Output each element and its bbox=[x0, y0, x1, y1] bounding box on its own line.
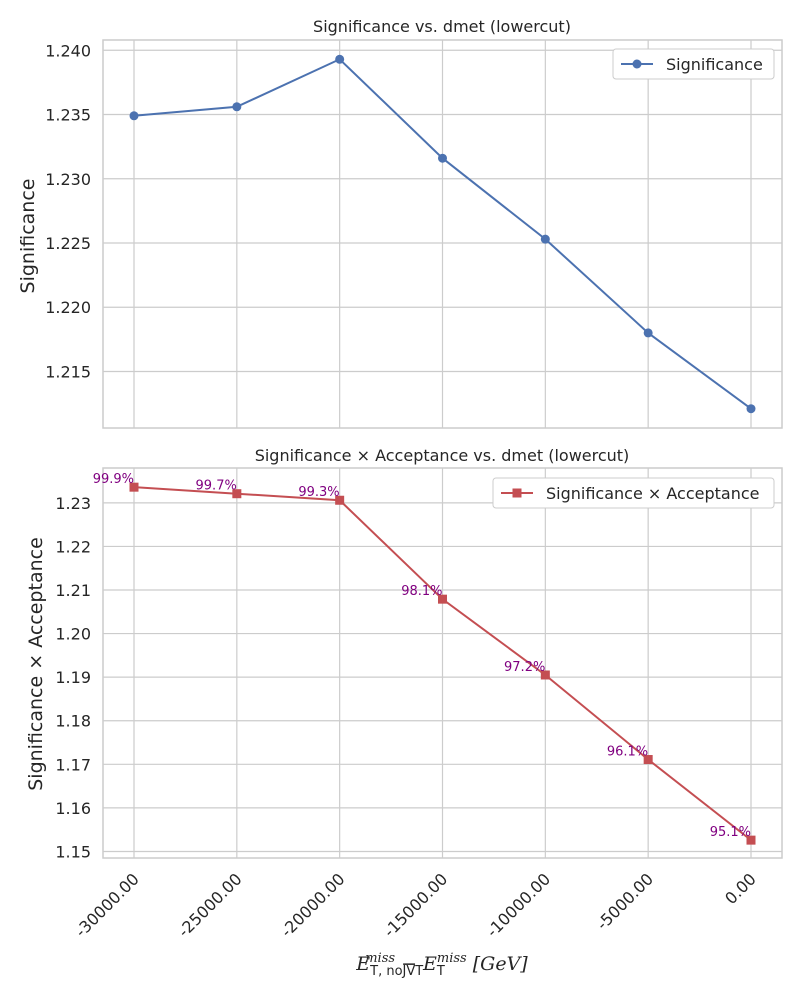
chart-title: Significance vs. dmet (lowercut) bbox=[313, 17, 571, 36]
data-point bbox=[232, 102, 242, 112]
y-tick-label: 1.19 bbox=[55, 668, 91, 687]
y-axis-label: Significance bbox=[17, 179, 39, 294]
series-significance-acceptance bbox=[129, 482, 756, 845]
y-ticks: 1.215 1.220 1.225 1.230 1.235 1.240 bbox=[45, 41, 91, 381]
legend-label: Significance bbox=[666, 55, 763, 74]
grid bbox=[103, 40, 782, 428]
significance-acceptance-chart: Significance × Acceptance vs. dmet (lowe… bbox=[25, 446, 783, 979]
legend-marker bbox=[512, 488, 522, 498]
x-tick-label: -10000.00 bbox=[483, 869, 555, 941]
acceptance-label: 99.9% bbox=[93, 472, 134, 487]
plot-frame bbox=[102, 39, 783, 429]
x-tick-label: -5000.00 bbox=[593, 869, 657, 933]
y-tick-label: 1.225 bbox=[45, 234, 91, 253]
y-tick-label: 1.21 bbox=[55, 581, 91, 600]
acceptance-label: 96.1% bbox=[607, 745, 648, 760]
series-significance bbox=[129, 54, 756, 414]
data-point bbox=[643, 755, 653, 765]
data-point bbox=[540, 670, 550, 680]
x-tick-label: -30000.00 bbox=[71, 869, 143, 941]
data-point bbox=[335, 54, 345, 64]
data-point bbox=[129, 111, 139, 121]
acceptance-label: 99.3% bbox=[298, 485, 339, 500]
y-tick-label: 1.16 bbox=[55, 799, 91, 818]
legend-box bbox=[612, 48, 775, 80]
y-tick-label: 1.15 bbox=[55, 842, 91, 861]
y-tick-label: 1.235 bbox=[45, 106, 91, 125]
x-tick-label: -20000.00 bbox=[277, 869, 349, 941]
y-tick-label: 1.240 bbox=[45, 41, 91, 60]
x-tick-label: -15000.00 bbox=[380, 869, 452, 941]
x-tick-label: 0.00 bbox=[721, 869, 760, 908]
y-ticks: 1.15 1.16 1.17 1.18 1.19 1.20 1.21 1.22 1.23 bbox=[55, 494, 91, 862]
data-point bbox=[335, 495, 345, 505]
data-point bbox=[643, 328, 653, 338]
data-point bbox=[438, 153, 447, 163]
y-tick-label: 1.23 bbox=[55, 494, 91, 513]
y-tick-label: 1.18 bbox=[55, 712, 91, 731]
data-point bbox=[232, 489, 242, 499]
y-tick-label: 1.230 bbox=[45, 170, 91, 189]
significance-chart: Significance vs. dmet (lowercut) Signifi… bbox=[17, 17, 783, 429]
legend: Significance × Acceptance bbox=[492, 477, 775, 509]
acceptance-annotations: 99.9% 99.7% 99.3% 98.1% 97.2% 96.1% 95.1% bbox=[93, 472, 751, 840]
y-tick-label: 1.20 bbox=[55, 625, 91, 644]
data-point bbox=[746, 835, 756, 845]
data-point bbox=[129, 482, 139, 492]
y-tick-label: 1.220 bbox=[45, 298, 91, 317]
grid bbox=[103, 468, 782, 858]
y-tick-label: 1.215 bbox=[45, 362, 91, 381]
x-axis-label: ET, noJVTmiss − ETmiss [GeV] bbox=[355, 951, 528, 979]
acceptance-label: 99.7% bbox=[196, 479, 237, 494]
x-ticks: -30000.00 -25000.00 -20000.00 -15000.00 -100… bbox=[71, 869, 760, 941]
y-axis-label: Significance × Acceptance bbox=[25, 537, 47, 791]
x-tick-label: -25000.00 bbox=[174, 869, 246, 941]
acceptance-label: 97.2% bbox=[504, 660, 545, 675]
legend: Significance bbox=[612, 48, 775, 80]
y-tick-label: 1.17 bbox=[55, 755, 91, 774]
acceptance-label: 95.1% bbox=[710, 825, 751, 840]
legend-label: Significance × Acceptance bbox=[546, 484, 760, 503]
acceptance-label: 98.1% bbox=[401, 584, 442, 599]
chart-title: Significance × Acceptance vs. dmet (lowe… bbox=[255, 446, 630, 465]
legend-box bbox=[492, 477, 775, 509]
y-tick-label: 1.22 bbox=[55, 537, 91, 556]
plot-frame bbox=[102, 467, 783, 859]
data-point bbox=[540, 234, 550, 244]
legend-marker bbox=[632, 59, 642, 69]
data-point bbox=[746, 404, 756, 414]
data-point bbox=[438, 594, 447, 604]
